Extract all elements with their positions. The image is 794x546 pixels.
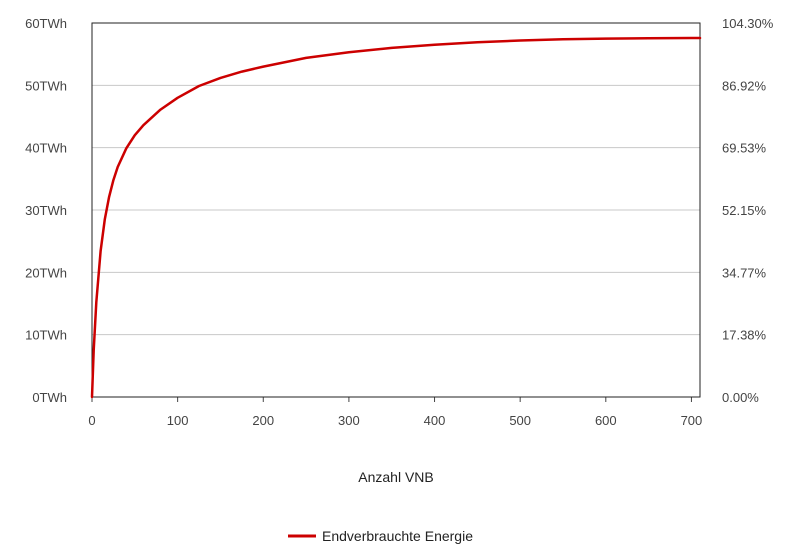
y-tick-label-left: 40TWh — [25, 141, 67, 156]
y-tick-label-right: 0.00% — [722, 390, 759, 405]
y-tick-label-right: 86.92% — [722, 78, 767, 93]
x-tick-label: 300 — [338, 413, 360, 428]
y-axis-right-ticks: 0.00% 17.38% 34.77% 52.15% 69.53% 86.92% 104.3… — [722, 16, 774, 405]
y-tick-label-right: 104.30% — [722, 16, 774, 31]
series-layer — [90, 36, 702, 399]
x-tick-label: 500 — [509, 413, 531, 428]
x-tick-label: 400 — [424, 413, 446, 428]
plot-frame — [91, 22, 701, 398]
y-tick-label-right: 17.38% — [722, 328, 767, 343]
y-axis-left-ticks: 0TWh 10TWh 20TWh 30TWh 40TWh 50TWh 60TWh — [25, 16, 67, 405]
x-tick-label: 100 — [167, 413, 189, 428]
gridlines — [92, 84, 700, 336]
x-axis-title: Anzahl VNB — [358, 469, 433, 485]
x-tick-label: 600 — [595, 413, 617, 428]
x-tick-label: 200 — [252, 413, 274, 428]
y-tick-label-left: 0TWh — [32, 390, 67, 405]
y-tick-label-right: 52.15% — [722, 203, 767, 218]
y-tick-label-left: 50TWh — [25, 78, 67, 93]
y-tick-label-right: 69.53% — [722, 141, 767, 156]
y-tick-label-left: 20TWh — [25, 265, 67, 280]
x-axis-ticks: 0 100 200 300 400 500 600 700 — [88, 397, 702, 428]
legend: Endverbrauchte Energie — [288, 528, 473, 544]
y-tick-label-left: 60TWh — [25, 16, 67, 31]
series-line-endverbrauchte-energie — [90, 36, 702, 399]
y-tick-label-right: 34.77% — [722, 265, 767, 280]
x-tick-label: 700 — [681, 413, 703, 428]
y-tick-label-left: 30TWh — [25, 203, 67, 218]
y-tick-label-left: 10TWh — [25, 328, 67, 343]
legend-label: Endverbrauchte Energie — [322, 528, 473, 544]
x-tick-label: 0 — [88, 413, 95, 428]
